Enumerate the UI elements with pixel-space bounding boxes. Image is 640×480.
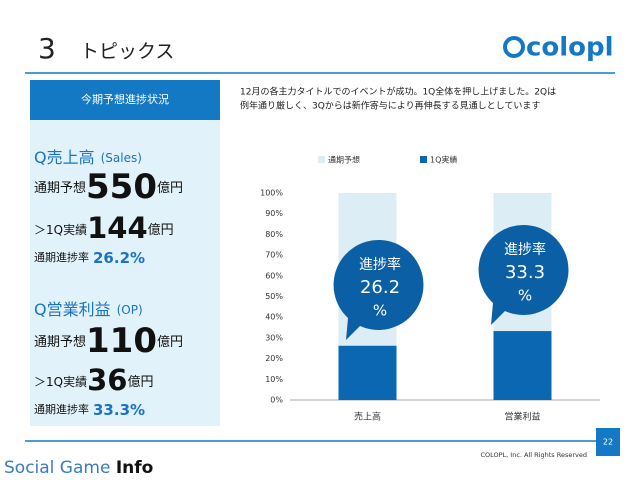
callout-value: 33.3 [505,262,545,283]
callout-label: 進捗率 [504,241,546,258]
legend-label: 通期予想 [328,155,360,165]
y-tick-label: 90% [265,209,283,218]
y-tick-label: 40% [265,313,283,322]
forecast-line: 通期予想110億円 [34,321,183,361]
forecast-label: 通期予想 [34,334,86,350]
panel-heading: 今期予想進捗状況 [81,92,169,106]
forecast-value: 550 [86,167,157,207]
legend-swatch [420,156,427,163]
forecast-value: 110 [86,321,157,361]
section-number: 3 [38,32,56,65]
logo: colopl [526,33,614,63]
bar [338,345,397,400]
watermark-bold: Info [116,458,154,478]
legend-label: 1Q実績 [430,155,457,165]
y-tick-label: 70% [265,251,283,260]
actual-label: ＞1Q実績 [34,374,87,389]
y-tick-label: 10% [265,375,283,384]
callout-bubble [478,224,569,325]
actual-value: 144 [87,211,148,245]
y-tick-label: 80% [265,230,283,239]
y-tick-label: 60% [265,271,283,280]
logo-icon [503,36,525,58]
callout-unit: % [518,287,532,305]
y-tick-label: 20% [265,354,283,363]
page-box [596,428,620,456]
callout-value: 26.2 [360,277,400,298]
section-title-en: (OP) [117,303,143,317]
legend-swatch [318,156,325,163]
rate-label: 通期進捗率 [34,402,89,416]
section-title: Q営業利益 (OP) [34,300,143,319]
rate-value: 26.2% [93,249,145,267]
section-title: Q売上高 (Sales) [34,148,142,167]
section-title-en: (Sales) [101,151,142,165]
section-title-jp: Q売上高 [34,148,95,167]
panel-header [30,80,220,120]
bar [493,331,552,400]
description-line: 例年通り厳しく、3Qからは新作寄与により再伸長する見通しとしています [240,100,540,112]
slide-title: トピックス [80,41,174,63]
forecast-line: 通期予想550億円 [34,167,183,207]
y-tick-label: 50% [265,292,283,301]
panel-body [30,120,220,426]
x-tick-label: 売上高 [354,411,381,423]
forecast-unit: 億円 [157,180,183,196]
forecast-label: 通期予想 [34,180,86,196]
callout-bubble [333,239,424,340]
y-tick-label: 100% [260,189,283,198]
actual-line: ＞1Q実績144億円 [34,211,174,245]
description-line: 12月の各主力タイトルでのイベントが成功。1Q全体を押し上げました。2Qは [240,86,556,98]
section-title-jp: Q営業利益 [34,300,111,319]
rate-line: 通期進捗率 33.3% [34,401,145,419]
y-tick-label: 0% [270,396,283,405]
rate-line: 通期進捗率 26.2% [34,249,145,267]
actual-value: 36 [87,363,127,397]
copyright: COLOPL, Inc. All Rights Reserved [480,451,587,459]
actual-unit: 億円 [127,374,153,390]
actual-label: ＞1Q実績 [34,222,87,237]
rate-value: 33.3% [93,401,145,419]
watermark-text: Social Game [4,458,110,478]
forecast-unit: 億円 [157,334,183,350]
watermark: Social Game Info [4,458,153,478]
rate-label: 通期進捗率 [34,250,89,264]
callout-unit: % [373,302,387,320]
page-number: 22 [603,438,613,447]
y-tick-label: 30% [265,333,283,342]
actual-unit: 億円 [148,222,174,238]
actual-line: ＞1Q実績36億円 [34,363,153,397]
x-tick-label: 営業利益 [504,411,540,423]
callout-label: 進捗率 [359,256,401,273]
